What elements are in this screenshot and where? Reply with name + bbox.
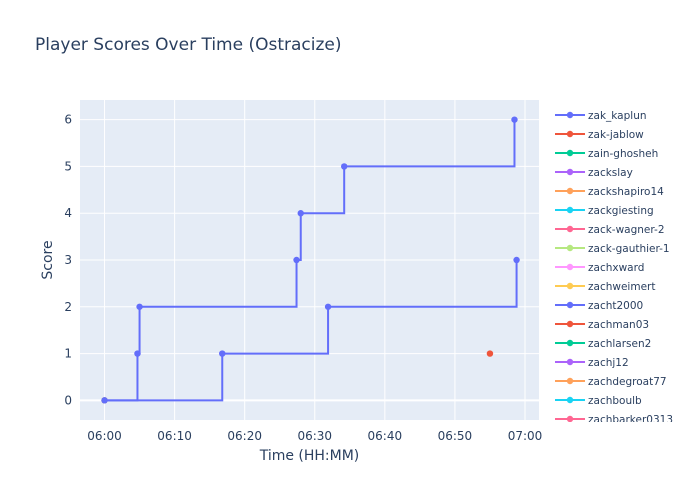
legend-label: zachman03 xyxy=(588,319,649,331)
legend-label: zachj12 xyxy=(588,357,629,369)
data-point[interactable] xyxy=(297,210,304,217)
data-point[interactable] xyxy=(511,116,518,123)
data-point[interactable] xyxy=(219,350,226,357)
chart-title: Player Scores Over Time (Ostracize) xyxy=(35,35,342,55)
legend-item[interactable]: zack-gauthier-1 xyxy=(555,243,670,255)
y-tick-label: 3 xyxy=(64,253,72,267)
legend-item[interactable]: zak_kaplun xyxy=(555,110,647,122)
data-point[interactable] xyxy=(293,256,300,264)
legend-marker xyxy=(566,187,574,195)
x-tick-label: 06:10 xyxy=(157,429,192,443)
legend-label: zachlarsen2 xyxy=(588,338,651,350)
legend-marker xyxy=(566,168,574,176)
legend-label: zak_kaplun xyxy=(588,110,647,122)
legend-label: zack-gauthier-1 xyxy=(588,243,670,255)
legend-label: zackslay xyxy=(588,167,633,179)
legend-marker xyxy=(566,244,574,252)
legend-marker xyxy=(566,377,574,385)
legend-item[interactable]: zackgiesting xyxy=(555,205,654,217)
legend-label: zackgiesting xyxy=(588,205,654,217)
x-tick-label: 06:40 xyxy=(368,429,403,443)
legend-marker xyxy=(566,111,574,119)
legend-item[interactable]: zackslay xyxy=(555,167,633,179)
legend-marker xyxy=(566,358,574,366)
legend-item[interactable]: zachxward xyxy=(555,262,644,274)
legend-label: zachweimert xyxy=(588,281,655,293)
x-tick-label: 06:20 xyxy=(227,429,262,443)
series-zacht2000[interactable] xyxy=(101,256,520,404)
legend-item[interactable]: zachj12 xyxy=(555,357,629,369)
y-tick-label: 6 xyxy=(64,113,72,127)
data-point[interactable] xyxy=(513,256,520,264)
x-tick-label: 07:00 xyxy=(508,429,543,443)
legend-item[interactable]: zain-ghosheh xyxy=(555,148,658,160)
y-tick-label: 2 xyxy=(64,300,72,314)
legend-label: zachbarker0313 xyxy=(588,414,673,426)
legend-marker xyxy=(566,149,574,157)
legend-marker xyxy=(566,415,574,422)
legend-label: zackshapiro14 xyxy=(588,186,664,198)
y-tick-label: 0 xyxy=(64,393,72,407)
legend-item[interactable]: zachdegroat77 xyxy=(555,376,667,388)
legend-item[interactable]: zachboulb xyxy=(555,395,642,407)
series-line xyxy=(104,260,518,402)
legend-label: zak-jablow xyxy=(588,129,644,141)
y-tick-label: 1 xyxy=(64,347,72,361)
legend-item[interactable]: zachbarker0313 xyxy=(555,414,673,426)
x-axis-ticks: 06:00 06:10 06:20 06:30 06:40 06:50 07:00 xyxy=(87,429,542,443)
legend-label: zack-wagner-2 xyxy=(588,224,665,236)
legend-label: zacht2000 xyxy=(588,300,643,312)
legend-marker xyxy=(566,301,574,309)
legend-marker xyxy=(566,320,574,328)
data-point[interactable] xyxy=(101,397,108,404)
legend-item[interactable]: zak-jablow xyxy=(555,129,644,141)
y-tick-label: 4 xyxy=(64,206,72,220)
legend-label: zachxward xyxy=(588,262,644,274)
legend-item[interactable]: zachman03 xyxy=(555,319,649,331)
legend-marker xyxy=(566,206,574,214)
legend-item[interactable]: zachweimert xyxy=(555,281,655,293)
legend-marker xyxy=(566,282,574,290)
legend-item[interactable]: zackshapiro14 xyxy=(555,186,664,198)
x-axis-title: Time (HH:MM) xyxy=(259,448,360,464)
data-point[interactable] xyxy=(340,163,348,170)
legend-marker xyxy=(566,339,574,347)
data-point[interactable] xyxy=(134,350,141,357)
legend-item[interactable]: zacht2000 xyxy=(555,300,643,312)
legend-label: zachdegroat77 xyxy=(588,376,667,388)
y-tick-label: 5 xyxy=(64,159,72,173)
series-layer xyxy=(101,116,520,404)
x-tick-label: 06:50 xyxy=(438,429,473,443)
x-tick-label: 06:00 xyxy=(87,429,122,443)
y-axis-title: Score xyxy=(40,240,56,279)
legend-marker xyxy=(566,396,574,404)
legend-item[interactable]: zachlarsen2 xyxy=(555,338,651,350)
legend-marker xyxy=(566,225,574,233)
series-zachman03[interactable] xyxy=(486,350,494,357)
data-point[interactable] xyxy=(324,303,332,310)
legend-item[interactable]: zack-wagner-2 xyxy=(555,224,665,236)
x-tick-label: 06:30 xyxy=(297,429,332,443)
data-point[interactable] xyxy=(136,303,143,310)
y-axis-ticks: 0 1 2 3 4 5 6 xyxy=(64,113,72,408)
legend-label: zachboulb xyxy=(588,395,642,407)
legend-marker xyxy=(566,263,574,271)
data-point[interactable] xyxy=(486,350,494,357)
legend-marker xyxy=(566,130,574,138)
legend-label: zain-ghosheh xyxy=(588,148,658,160)
legend[interactable]: zak_kaplun zak-jablow zain-ghosheh zackslay… xyxy=(555,110,673,426)
